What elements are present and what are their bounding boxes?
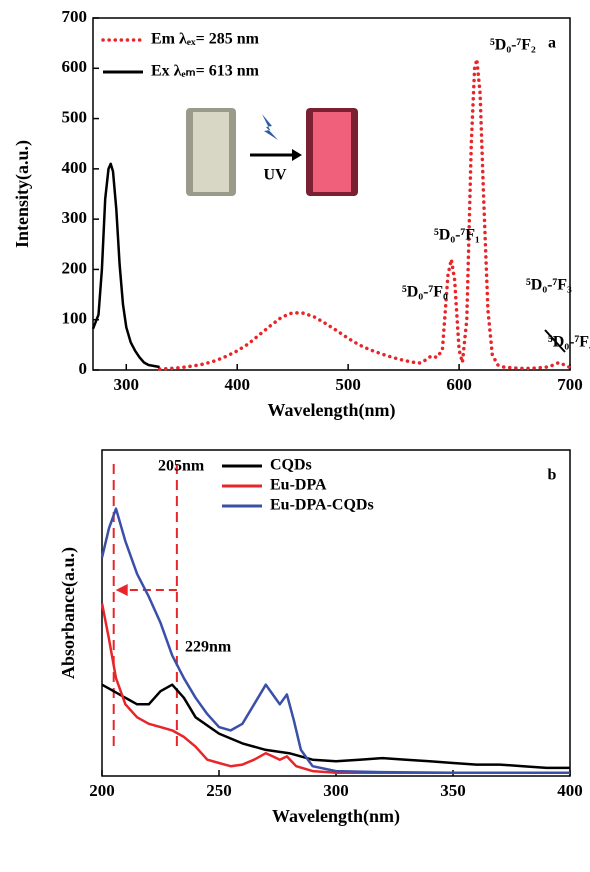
cuvette <box>313 112 351 192</box>
annotation: ⁵D₀-⁷F₀ <box>402 284 448 301</box>
y-tick-label: 500 <box>62 107 88 126</box>
y-tick-label: 400 <box>62 158 88 177</box>
legend-label: Ex λₑₘ= 613 nm <box>151 63 260 80</box>
plot-frame <box>92 17 571 371</box>
legend-label: CQDs <box>270 457 312 474</box>
x-tick-label: 200 <box>89 781 115 800</box>
x-tick-label: 700 <box>557 375 583 394</box>
series-line <box>157 57 572 371</box>
series-line <box>100 507 570 774</box>
y-tick-label: 300 <box>62 208 88 227</box>
x-tick-label: 300 <box>323 781 349 800</box>
legend-label: Em λₑₓ= 285 nm <box>151 31 260 48</box>
x-axis-label: Wavelength(nm) <box>272 806 400 827</box>
inset-arrowhead <box>292 149 302 161</box>
legend-label: Eu-DPA-CQDs <box>270 497 374 514</box>
x-tick-label: 500 <box>335 375 361 394</box>
y-axis-label: Absorbance(a.u.) <box>58 547 79 679</box>
series-line <box>91 162 160 369</box>
x-tick-label: 250 <box>206 781 232 800</box>
legend-label: Eu-DPA <box>270 477 327 494</box>
y-tick-label: 200 <box>62 258 88 277</box>
y-axis-label: Intensity(a.u.) <box>12 140 33 248</box>
inset-photos <box>186 108 358 196</box>
annotation: ⁵D₀-⁷F₄ <box>548 334 590 351</box>
y-tick-label: 0 <box>79 359 88 378</box>
cuvette <box>193 112 229 192</box>
shift-arrowhead <box>115 584 128 596</box>
x-tick-label: 400 <box>224 375 250 394</box>
x-tick-label: 600 <box>446 375 472 394</box>
annotation: ⁵D₀-⁷F₂ <box>490 37 536 54</box>
y-tick-label: 700 <box>62 7 88 26</box>
annotation: ⁵D₀-⁷F₁ <box>434 227 480 244</box>
panel-label: b <box>548 467 557 484</box>
series-line <box>100 602 570 774</box>
x-tick-label: 350 <box>440 781 466 800</box>
annotation: 205nm <box>158 458 205 475</box>
x-tick-label: 300 <box>114 375 140 394</box>
x-axis-label: Wavelength(nm) <box>268 400 396 421</box>
series-line <box>101 683 570 770</box>
y-tick-label: 100 <box>62 309 88 328</box>
panel-label: a <box>548 35 556 52</box>
inset-label: UV <box>263 167 287 184</box>
y-tick-label: 600 <box>62 57 88 76</box>
annotation: ⁵D₀-⁷F₃ <box>526 277 572 294</box>
x-tick-label: 400 <box>557 781 583 800</box>
annotation-arrow <box>544 329 566 353</box>
annotation: 229nm <box>185 639 232 656</box>
lightning <box>262 114 278 140</box>
